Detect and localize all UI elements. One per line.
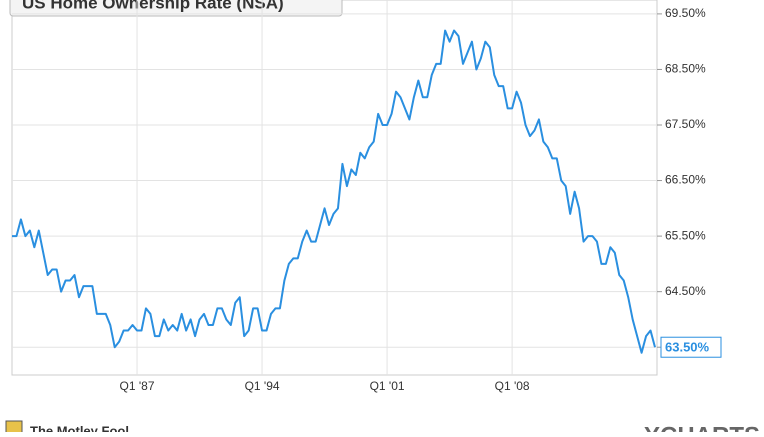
publisher: The Motley Fool (30, 423, 129, 432)
title-box (9, 0, 343, 17)
marks: 63.50% (12, 29, 722, 358)
grid: 64.50% 65.50% 66.50% 67.50% 68.50% 69.50% Q1 '… (12, 0, 706, 393)
value-label: 63.50% (665, 340, 710, 355)
y-tick-label: 65.50% (665, 228, 706, 242)
publisher-logo (5, 420, 23, 436)
y-tick-label: 64.50% (665, 284, 706, 298)
y-tick-label: 66.50% (665, 173, 706, 187)
x-tick-label: Q1 '94 (245, 379, 280, 393)
x-tick-label: Q1 '01 (370, 379, 405, 393)
plot-area (11, 0, 658, 376)
chart-title: US Home Ownership Rate (NSA) (22, 0, 284, 12)
y-tick-label: 69.50% (665, 6, 706, 20)
x-tick-label: Q1 '87 (120, 379, 155, 393)
y-tick-label: 68.50% (665, 62, 706, 76)
x-tick-label: Q1 '08 (495, 379, 530, 393)
data-line (12, 29, 656, 354)
source: YCHARTS (644, 422, 760, 432)
y-tick-label: 67.50% (665, 117, 706, 131)
value-label-box (660, 336, 722, 358)
